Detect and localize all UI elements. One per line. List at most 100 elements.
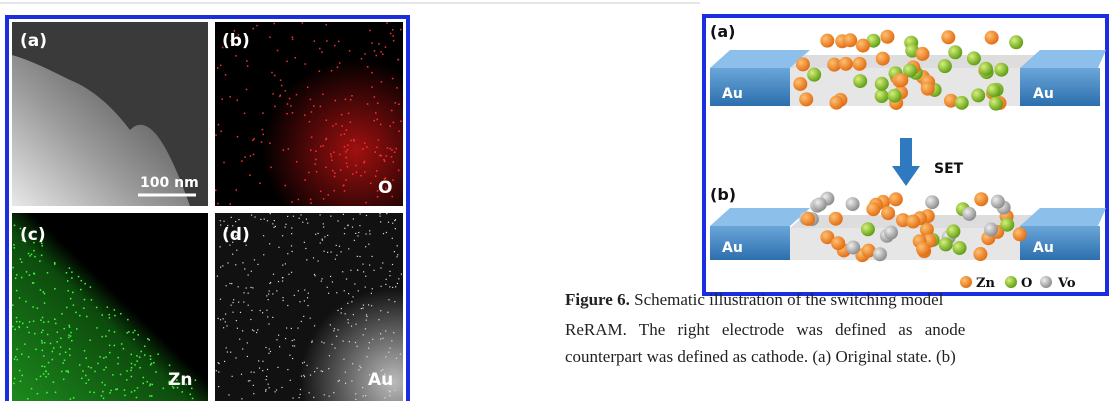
dot: [889, 192, 903, 206]
dot: [282, 277, 283, 278]
dot: [257, 264, 258, 265]
dot: [953, 241, 967, 255]
dot: [355, 233, 356, 234]
dot: [226, 285, 227, 286]
dot: [149, 395, 151, 397]
dot: [287, 103, 289, 105]
dot: [829, 96, 843, 110]
dot: [363, 334, 364, 335]
dot: [299, 397, 300, 398]
panel-label: (a): [710, 22, 735, 41]
dot: [108, 330, 110, 332]
dot: [314, 371, 315, 372]
dot: [14, 378, 16, 380]
dot: [359, 256, 360, 257]
dot: [346, 129, 348, 131]
dot: [392, 287, 393, 288]
dot: [250, 319, 251, 320]
dot: [26, 271, 28, 273]
dot: [341, 308, 342, 309]
dot: [275, 226, 276, 227]
legend-label: Zn: [976, 276, 995, 291]
dot: [304, 289, 305, 290]
element-label: O: [378, 178, 392, 198]
dot: [102, 391, 104, 393]
dot: [385, 284, 386, 285]
dot: [286, 113, 288, 115]
dot: [313, 105, 315, 107]
dot: [223, 318, 224, 319]
dot: [16, 290, 18, 292]
dot: [217, 203, 219, 205]
dot: [28, 332, 30, 334]
dot: [294, 345, 295, 346]
dot: [285, 227, 286, 228]
dot: [292, 340, 293, 341]
dot: [250, 155, 252, 157]
dot: [375, 175, 377, 177]
dot: [223, 327, 224, 328]
dot: [131, 376, 133, 378]
dot: [117, 363, 119, 365]
dot: [248, 380, 249, 381]
dot: [103, 369, 105, 371]
dot: [54, 263, 56, 265]
dot: [380, 310, 381, 311]
dot: [332, 281, 333, 282]
dot: [352, 363, 353, 364]
dot: [82, 370, 84, 372]
dot: [346, 162, 348, 164]
dot: [136, 355, 138, 357]
dot: [310, 149, 312, 151]
dot: [394, 301, 395, 302]
dot: [366, 356, 367, 357]
dot: [48, 362, 50, 364]
dot: [314, 325, 315, 326]
dot: [291, 227, 292, 228]
dot: [304, 362, 305, 363]
dot: [334, 172, 336, 174]
dot: [93, 392, 95, 394]
dot: [363, 162, 365, 164]
dot: [42, 245, 44, 247]
dot: [339, 154, 341, 156]
panel-label: (d): [222, 225, 250, 245]
dot: [20, 380, 22, 382]
dot: [974, 192, 988, 206]
dot: [341, 312, 342, 313]
dot: [55, 323, 57, 325]
dot: [285, 263, 286, 264]
dot: [236, 189, 238, 191]
dot: [90, 367, 92, 369]
dot: [382, 338, 383, 339]
dot: [358, 290, 359, 291]
scale-bar-label: 100 nm: [140, 175, 199, 191]
panel-label: (c): [20, 225, 46, 245]
dot: [314, 275, 315, 276]
dot: [328, 293, 329, 294]
dot: [120, 374, 122, 376]
dot: [67, 290, 69, 292]
dot: [396, 87, 398, 89]
dot: [393, 40, 395, 42]
dot: [343, 185, 345, 187]
dot: [263, 235, 264, 236]
dot: [24, 343, 26, 345]
dot: [350, 270, 351, 271]
dot: [43, 373, 45, 375]
dot: [21, 261, 23, 263]
dot: [85, 357, 87, 359]
dot: [272, 317, 273, 318]
caption-line: counterpart was defined as cathode. (a) …: [565, 347, 956, 367]
dot: [109, 352, 111, 354]
dot: [22, 323, 24, 325]
dot: [73, 397, 75, 399]
dot: [398, 170, 400, 172]
dot: [251, 214, 252, 215]
dot: [339, 62, 341, 64]
dot: [373, 270, 374, 271]
dot: [392, 161, 394, 163]
dot: [64, 359, 65, 361]
dot: [375, 55, 377, 57]
dot: [254, 216, 255, 217]
